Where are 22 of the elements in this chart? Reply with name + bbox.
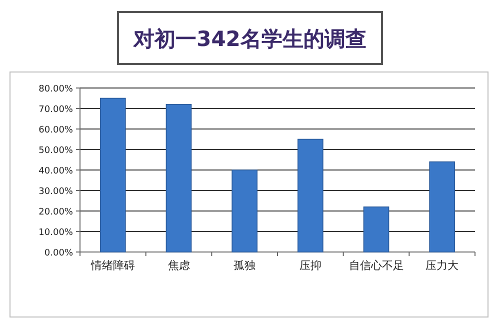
x-tick-label: 焦虑	[168, 259, 190, 272]
y-tick-label: 40.00%	[38, 166, 74, 176]
y-tick-label: 80.00%	[38, 84, 74, 94]
y-tick-label: 20.00%	[38, 208, 74, 218]
x-tick-label: 孤独	[234, 259, 256, 272]
y-tick-label: 60.00%	[38, 126, 74, 136]
x-tick-label: 自信心不足	[348, 259, 404, 272]
x-tick-label: 压力大	[426, 259, 459, 272]
y-tick-label: 10.00%	[38, 228, 74, 238]
bar	[363, 206, 390, 252]
y-tick-label: 50.00%	[38, 146, 74, 156]
x-tick-label: 压抑	[299, 259, 322, 272]
bar	[298, 138, 324, 252]
bar	[429, 161, 455, 252]
y-tick-label: 70.00%	[38, 105, 74, 115]
bar	[232, 170, 258, 252]
x-tick-label: 情绪障碍	[90, 259, 135, 272]
chart-title: 对初一342名学生的调查	[132, 27, 366, 51]
bar	[100, 98, 126, 252]
y-tick-label: 30.00%	[38, 187, 74, 197]
y-tick-label: 0.00%	[44, 248, 74, 258]
bar	[166, 104, 192, 252]
